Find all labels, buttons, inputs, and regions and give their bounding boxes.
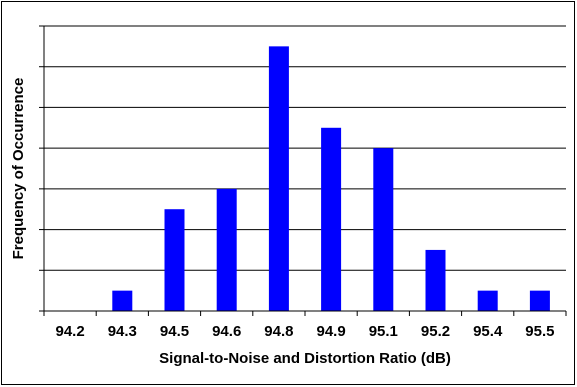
x-tick-label: 94.9 (316, 323, 345, 340)
x-tick-label: 94.6 (212, 323, 241, 340)
gridlines (44, 25, 566, 271)
x-tick-label: 94.8 (264, 323, 293, 340)
x-tick-label: 95.1 (369, 323, 398, 340)
bar (373, 148, 394, 311)
x-tick-label: 95.2 (421, 323, 450, 340)
bar (216, 188, 237, 311)
x-tick-label: 95.5 (525, 323, 554, 340)
bar (164, 209, 185, 311)
x-axis-title: Signal-to-Noise and Distortion Ratio (dB… (159, 350, 451, 367)
bar (477, 290, 498, 311)
bar (268, 46, 289, 311)
bars (112, 46, 550, 312)
bar (425, 249, 446, 311)
x-tick-label: 95.4 (473, 323, 503, 340)
tick-labels: 94.2 94.3 94.5 94.6 94.8 94.9 95.1 95.2 95.4 95.5 (55, 323, 554, 340)
bar (112, 290, 133, 311)
y-axis-title: Frequency of Occurrence (10, 78, 27, 260)
x-tick-label: 94.3 (108, 323, 137, 340)
x-tick-label: 94.5 (160, 323, 189, 340)
x-tick-label: 94.2 (55, 323, 84, 340)
bar (529, 290, 550, 311)
bar (321, 127, 342, 312)
axes (39, 25, 567, 316)
